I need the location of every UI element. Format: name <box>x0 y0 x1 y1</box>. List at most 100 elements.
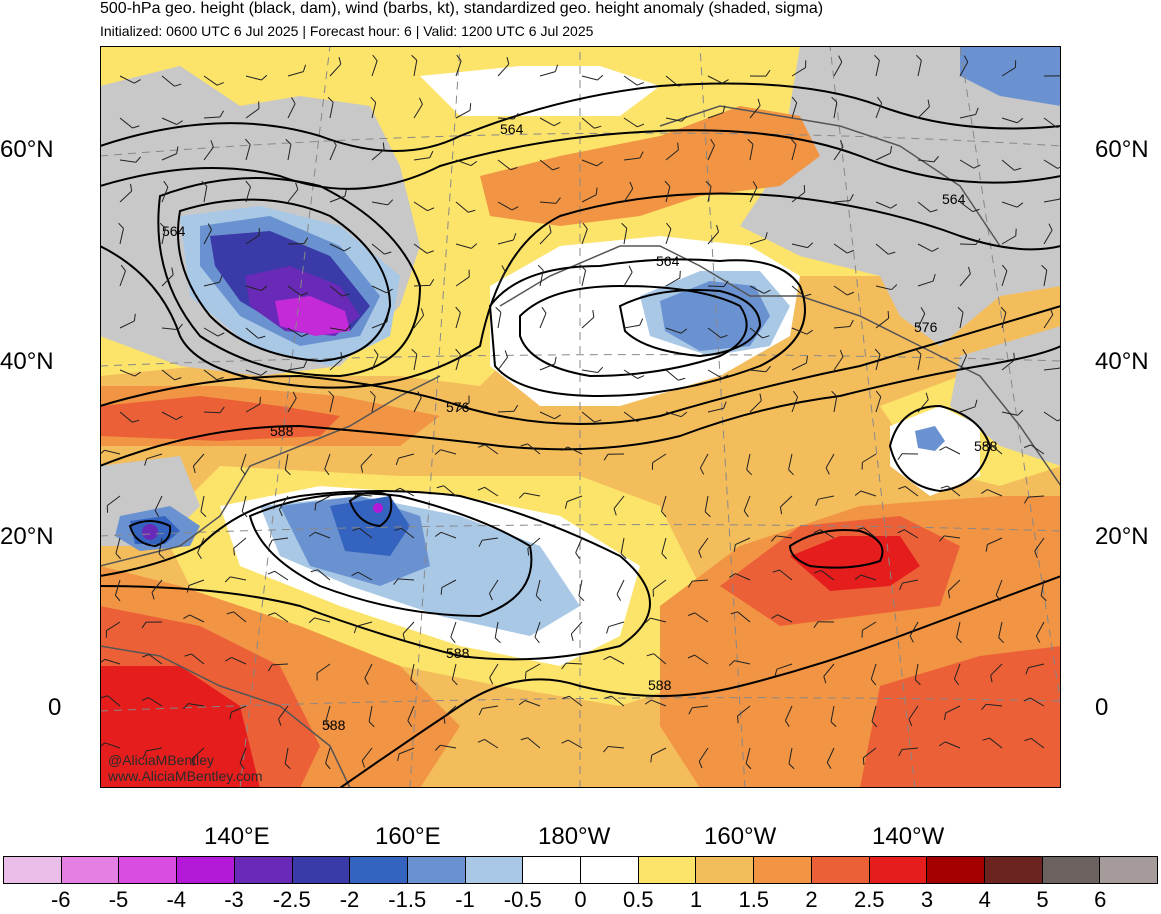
wind-barb <box>183 614 205 623</box>
contour-label: 588 <box>974 438 998 454</box>
wind-barb <box>875 201 898 209</box>
wind-barb <box>119 117 140 129</box>
wind-barb <box>245 74 268 81</box>
lon-label-180w: 180°W <box>538 823 611 850</box>
wind-barb <box>106 495 121 513</box>
colorbar-label: -4 <box>166 887 187 912</box>
wind-barb <box>947 579 961 599</box>
colorbar-label: 0.5 <box>622 887 654 912</box>
wind-barb <box>914 663 921 686</box>
wind-barb <box>497 201 519 211</box>
wind-barb <box>578 579 585 602</box>
wind-barb <box>874 54 880 77</box>
wind-barb <box>489 663 499 685</box>
wind-barb <box>119 411 140 423</box>
wind-barb <box>603 453 625 461</box>
wind-barb <box>287 285 308 296</box>
colorbar-label: 5 <box>1036 887 1049 912</box>
wind-barb <box>575 537 583 560</box>
anomaly-field-purple-philippines <box>142 524 158 540</box>
wind-barb <box>240 453 247 476</box>
wind-barb <box>328 390 335 413</box>
wind-barb <box>665 142 679 161</box>
wind-barb <box>1035 621 1045 643</box>
wind-barb <box>646 653 667 665</box>
wind-barb <box>623 151 644 161</box>
wind-barb <box>915 54 922 77</box>
wind-barb <box>394 527 415 539</box>
colorbar-segment <box>350 857 408 883</box>
wind-barb <box>203 223 212 245</box>
wind-barb <box>665 270 681 287</box>
wind-barb <box>119 264 126 287</box>
wind-barb <box>957 306 964 329</box>
wind-barb <box>329 138 337 161</box>
wind-barb <box>368 705 375 728</box>
wind-barb <box>833 243 855 254</box>
colorbar-segment <box>581 857 639 883</box>
wind-barb <box>141 621 163 629</box>
wind-barb <box>1025 663 1045 675</box>
wind-barb <box>791 355 808 371</box>
wind-barb <box>623 265 633 287</box>
colorbar-label: 6 <box>1094 887 1107 912</box>
wind-barb <box>704 495 711 518</box>
wind-barb <box>791 327 814 335</box>
wind-barb <box>825 453 835 475</box>
wind-barb <box>245 285 268 292</box>
wind-barb <box>1041 264 1048 287</box>
wind-barb <box>561 739 583 749</box>
wind-barb <box>665 222 672 245</box>
wind-barb <box>1023 444 1045 455</box>
wind-barb <box>940 485 961 497</box>
colorbar-segment <box>292 857 351 883</box>
wind-barb <box>959 201 980 213</box>
wind-barb <box>520 737 541 749</box>
wind-barb <box>324 453 331 476</box>
wind-barb <box>908 705 919 727</box>
wind-barb <box>203 327 225 337</box>
wind-barb <box>494 621 501 644</box>
wind-barb <box>1001 228 1017 245</box>
wind-barb <box>455 395 470 413</box>
wind-barbs <box>100 54 1061 770</box>
wind-barb <box>527 537 541 556</box>
wind-barb <box>621 222 628 245</box>
wind-barb <box>603 745 625 753</box>
wind-barb <box>267 570 289 581</box>
wind-barb <box>329 285 350 297</box>
wind-barb <box>623 318 644 329</box>
wind-barb <box>665 369 686 381</box>
wind-barb <box>539 225 552 245</box>
wind-barb <box>314 495 331 511</box>
wind-barb <box>749 327 770 339</box>
contour-label: 588 <box>270 423 294 439</box>
lat-label-left-40n: 40°N <box>0 348 54 375</box>
wind-barb <box>241 495 248 518</box>
wind-barb <box>650 747 667 763</box>
wind-barb <box>779 495 793 515</box>
wind-barb <box>707 369 729 379</box>
map-panel: 564 564 564 564 576 576 588 588 588 588 … <box>100 46 1061 788</box>
wind-barb <box>813 621 835 629</box>
wind-barb <box>151 579 163 600</box>
anomaly-field-orange-north <box>480 106 820 226</box>
wind-barb <box>862 747 877 766</box>
colorbar-label: -0.5 <box>503 887 542 912</box>
wind-barb <box>245 369 268 376</box>
wind-barb <box>105 621 121 638</box>
wind-barb <box>688 705 709 715</box>
wind-barb <box>371 142 385 161</box>
wind-barb <box>224 576 247 583</box>
wind-barb <box>144 453 163 466</box>
wind-barb <box>524 663 541 679</box>
wind-barb <box>561 662 583 670</box>
colorbar-segment <box>61 857 120 883</box>
anomaly-field-grey-east <box>950 326 1061 466</box>
height-contours <box>100 82 1061 788</box>
wind-barb <box>917 273 936 287</box>
coastlines <box>100 105 1061 788</box>
map-frame <box>100 46 1061 788</box>
colorbar-segment <box>638 857 697 883</box>
wind-barb <box>774 663 793 677</box>
